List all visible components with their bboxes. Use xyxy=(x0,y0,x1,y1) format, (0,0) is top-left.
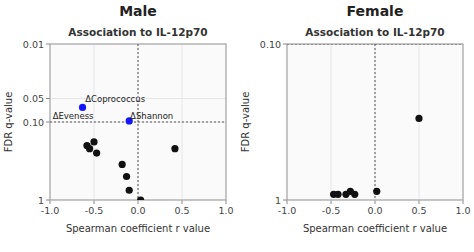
point xyxy=(415,115,422,122)
point xyxy=(123,173,130,180)
tick xyxy=(375,200,376,204)
tick xyxy=(138,200,139,204)
subtitle: Association to IL-12p70 xyxy=(305,26,444,38)
tick-label: -0.5 xyxy=(322,205,341,216)
y-axis-label: FDR q-value xyxy=(3,92,14,153)
tick-label: -1.0 xyxy=(278,205,297,216)
tick-label: 0.10 xyxy=(260,39,281,50)
subtitle: Association to IL-12p70 xyxy=(68,26,207,38)
tick xyxy=(182,200,183,204)
tick-label: -0.5 xyxy=(85,205,104,216)
data-layer xyxy=(50,44,226,200)
title: Female xyxy=(347,3,404,19)
frame xyxy=(50,44,226,200)
point xyxy=(90,138,97,145)
tick-label: 1.0 xyxy=(455,205,470,216)
tick xyxy=(463,200,464,204)
data-layer xyxy=(287,44,463,200)
tick xyxy=(50,200,51,204)
annotation: ΔEveness xyxy=(53,111,94,121)
panel: Female Association to IL-12p70 -1.0 -0.5 0.0… xyxy=(240,3,471,234)
tick xyxy=(46,44,50,45)
tick xyxy=(283,44,287,45)
grid-line xyxy=(375,44,376,200)
tick-label: 0.10 xyxy=(23,117,44,128)
frame xyxy=(287,44,463,200)
reference-line xyxy=(50,122,226,123)
point xyxy=(373,188,380,195)
point xyxy=(119,161,126,168)
figure: Male Association to IL-12p70 -1.0 -0.5 0.0 0.… xyxy=(0,0,474,252)
tick-label: 1 xyxy=(38,195,44,206)
tick-label: -1.0 xyxy=(41,205,60,216)
tick-label: 0.5 xyxy=(174,205,189,216)
point xyxy=(86,145,93,152)
tick-label: 1 xyxy=(275,195,281,206)
tick-label: 1.0 xyxy=(218,205,233,216)
tick xyxy=(46,200,50,201)
point xyxy=(351,191,358,198)
reference-line xyxy=(375,44,376,200)
tick xyxy=(94,200,95,204)
reference-line xyxy=(287,44,463,45)
point xyxy=(171,145,178,152)
tick-label: 0.01 xyxy=(23,39,44,50)
x-axis-label: Spearman coefficient r value xyxy=(303,223,447,234)
grid-line xyxy=(50,122,226,123)
point xyxy=(334,191,341,198)
point xyxy=(93,149,100,156)
tick-label: 0.05 xyxy=(23,93,44,104)
annotation: ΔShannon xyxy=(130,111,173,121)
tick xyxy=(46,122,50,123)
annotation: ΔCoprococcus xyxy=(85,94,145,104)
tick-label: 0.0 xyxy=(130,205,145,216)
tick-label: 0.5 xyxy=(411,205,426,216)
point xyxy=(137,196,144,200)
grid-line xyxy=(331,44,332,200)
tick xyxy=(287,200,288,204)
y-axis-label: FDR q-value xyxy=(240,92,251,153)
tick xyxy=(283,200,287,201)
tick xyxy=(226,200,227,204)
plot-area xyxy=(50,44,226,200)
tick-label: 0.0 xyxy=(367,205,382,216)
plot-area xyxy=(287,44,463,200)
x-axis-label: Spearman coefficient r value xyxy=(66,223,210,234)
tick xyxy=(331,200,332,204)
point xyxy=(126,187,133,194)
title: Male xyxy=(119,3,157,19)
tick xyxy=(46,98,50,99)
panel: Male Association to IL-12p70 -1.0 -0.5 0.0 0.… xyxy=(3,3,234,234)
tick xyxy=(419,200,420,204)
